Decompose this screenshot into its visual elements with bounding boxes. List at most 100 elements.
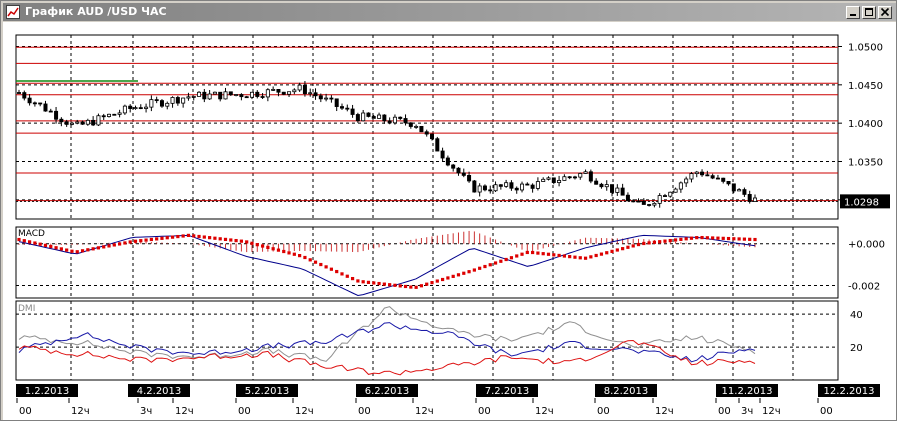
minimize-button[interactable] bbox=[846, 6, 860, 19]
macd-signal-dot bbox=[726, 236, 731, 241]
macd-signal-dot bbox=[478, 266, 482, 270]
macd-signal-dot bbox=[245, 240, 249, 244]
candle bbox=[546, 177, 551, 180]
macd-signal-dot bbox=[43, 243, 48, 247]
minimize-icon bbox=[850, 14, 856, 16]
candle bbox=[324, 97, 329, 100]
macd-signal-dot bbox=[65, 248, 69, 252]
candle bbox=[742, 189, 747, 195]
current-price-label: 1.0298 bbox=[844, 197, 879, 208]
candle bbox=[239, 94, 244, 98]
macd-signal-dot bbox=[610, 249, 614, 253]
macd-signal-dot bbox=[22, 239, 26, 243]
macd-signal-dot bbox=[605, 251, 609, 255]
candle bbox=[625, 194, 630, 202]
candle bbox=[721, 177, 726, 182]
candle bbox=[567, 176, 572, 179]
macd-signal-dot bbox=[170, 235, 175, 239]
macd-signal-dot bbox=[425, 282, 429, 286]
macd-signal-dot bbox=[541, 252, 545, 256]
candle bbox=[292, 89, 297, 93]
hour-label: 12ч bbox=[295, 406, 314, 417]
dmi-panel-frame bbox=[15, 300, 839, 381]
macd-signal-dot bbox=[303, 255, 307, 260]
macd-signal-dot bbox=[192, 234, 196, 238]
date-label-box bbox=[716, 384, 778, 397]
macd-signal-dot bbox=[202, 235, 206, 239]
macd-signal-dot bbox=[144, 238, 148, 242]
candle bbox=[75, 121, 80, 124]
macd-signal-dot bbox=[86, 248, 90, 252]
candle bbox=[694, 171, 699, 175]
macd-signal-dot bbox=[483, 264, 487, 269]
candle bbox=[445, 157, 450, 166]
candle bbox=[27, 97, 32, 104]
macd-signal-dot bbox=[631, 244, 635, 248]
macd-signal-dot bbox=[742, 237, 747, 241]
macd-signal-dot bbox=[118, 242, 122, 246]
macd-signal-dot bbox=[213, 236, 217, 240]
macd-signal-dot bbox=[340, 272, 344, 276]
candle bbox=[149, 99, 154, 108]
time-axis: 1.2.2013 4.2.2013 5.2.2013 6.2.2013 7.2.2013… bbox=[16, 384, 880, 417]
candle bbox=[181, 97, 186, 104]
candle bbox=[281, 91, 286, 95]
candle bbox=[159, 100, 164, 107]
candle bbox=[313, 92, 318, 97]
macd-signal-dot bbox=[562, 254, 566, 258]
macd-signal-dot bbox=[695, 236, 699, 240]
candle bbox=[186, 96, 191, 99]
hour-label: 12ч bbox=[535, 406, 554, 417]
macd-signal-dot bbox=[451, 274, 455, 278]
candle bbox=[392, 116, 397, 124]
candle bbox=[530, 184, 535, 189]
macd-signal-dot bbox=[647, 241, 651, 245]
candle bbox=[154, 99, 159, 102]
candle bbox=[350, 108, 355, 115]
macd-signal-dot bbox=[282, 249, 286, 254]
macd-signal-dot bbox=[472, 268, 476, 272]
candle bbox=[265, 89, 270, 98]
macd-signal-dot bbox=[133, 239, 138, 243]
candle bbox=[361, 112, 366, 122]
candle bbox=[255, 91, 260, 97]
macd-signal-dot bbox=[419, 284, 424, 288]
macd-signal-dot bbox=[615, 248, 619, 252]
candle bbox=[689, 173, 694, 180]
candle bbox=[403, 118, 408, 124]
macd-signal-dot bbox=[155, 237, 159, 241]
candle bbox=[657, 195, 662, 204]
close-button[interactable] bbox=[878, 6, 892, 19]
macd-signal-dot bbox=[388, 283, 392, 287]
maximize-button[interactable] bbox=[862, 6, 876, 19]
macd-signal-dot bbox=[403, 284, 408, 289]
macd-signal-dot bbox=[515, 254, 519, 258]
macd-signal-dot bbox=[700, 235, 704, 240]
macd-signal-dot bbox=[123, 241, 127, 245]
title-bar[interactable]: График AUD /USD ЧАС bbox=[3, 3, 896, 21]
date-label-box bbox=[16, 384, 78, 397]
macd-tick-label: +0.000 bbox=[848, 240, 885, 251]
candle bbox=[562, 176, 567, 181]
date-label: 5.2.2013 bbox=[245, 386, 290, 397]
macd-signal-dot bbox=[80, 249, 85, 253]
candle bbox=[133, 107, 138, 110]
macd-signal-dot bbox=[589, 255, 593, 259]
candle bbox=[509, 182, 514, 189]
macd-signal-dot bbox=[165, 236, 169, 240]
candle bbox=[662, 195, 667, 197]
macd-signal-dot bbox=[239, 239, 243, 243]
macd-signal-dot bbox=[594, 253, 598, 258]
macd-signal-dot bbox=[255, 243, 259, 247]
macd-signal-dot bbox=[276, 248, 281, 252]
candle bbox=[260, 96, 265, 98]
macd-signal-dot bbox=[260, 244, 265, 248]
candle bbox=[382, 114, 387, 122]
candle bbox=[207, 93, 212, 100]
candle bbox=[424, 131, 429, 135]
candle bbox=[451, 164, 456, 169]
macd-signal-dot bbox=[382, 282, 386, 286]
candle bbox=[488, 189, 493, 192]
